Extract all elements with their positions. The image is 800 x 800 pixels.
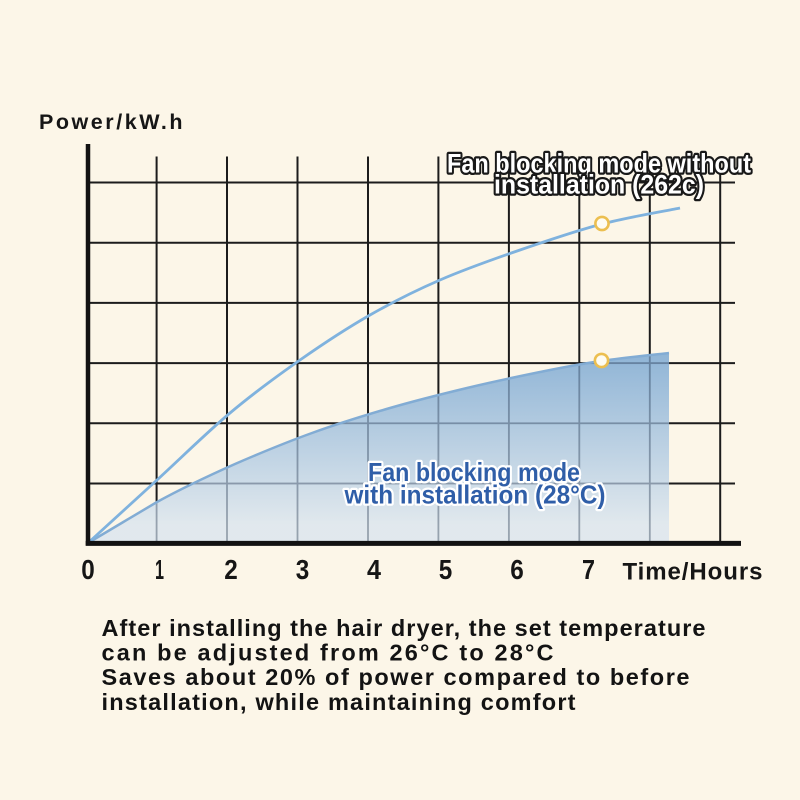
svg-text:4: 4 [367, 554, 381, 585]
svg-text:7: 7 [582, 554, 595, 585]
svg-text:installation (262c): installation (262c) [494, 170, 704, 200]
svg-text:5: 5 [439, 554, 453, 585]
svg-text:can be adjusted from 26°C to 2: can be adjusted from 26°C to 28°C [102, 640, 554, 666]
svg-text:Fan blocking mode without: Fan blocking mode without [447, 149, 751, 179]
svg-text:After installing the hair drye: After installing the hair dryer, the set… [102, 615, 706, 641]
svg-text:1: 1 [155, 554, 164, 585]
svg-text:with installation (28°C): with installation (28°C) [344, 480, 606, 510]
svg-text:6: 6 [510, 554, 524, 585]
svg-text:0: 0 [81, 554, 95, 585]
svg-text:Saves about 20% of power compa: Saves about 20% of power compared to bef… [102, 664, 690, 690]
svg-text:3: 3 [296, 554, 310, 585]
svg-text:2: 2 [224, 554, 238, 585]
svg-text:installation, while maintainin: installation, while maintaining comfort [102, 689, 576, 715]
svg-text:Time/Hours: Time/Hours [623, 559, 763, 586]
svg-text:Power/kW.h: Power/kW.h [39, 110, 183, 134]
svg-text:Fan blocking mode: Fan blocking mode [368, 457, 580, 487]
